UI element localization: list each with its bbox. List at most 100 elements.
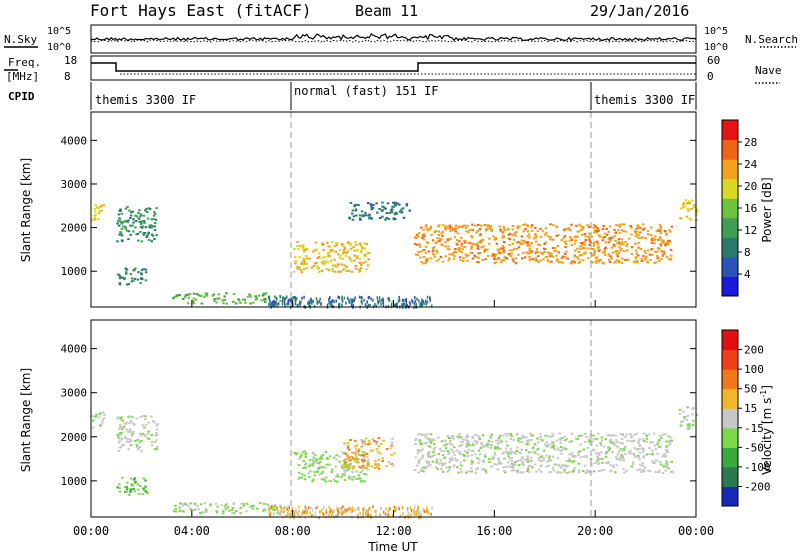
data-cell: [121, 428, 124, 431]
data-cell: [394, 201, 398, 204]
data-cell: [641, 223, 645, 226]
data-cell: [431, 239, 435, 242]
data-cell: [534, 252, 537, 255]
data-cell: [429, 446, 432, 449]
data-cell: [447, 259, 450, 262]
data-cell: [350, 303, 353, 307]
data-cell: [213, 299, 216, 302]
data-cell: [192, 508, 195, 511]
noise-sky-trace: [90, 32, 697, 42]
data-cell: [502, 434, 505, 437]
data-cell: [516, 446, 519, 449]
data-cell: [418, 443, 422, 446]
data-cell: [129, 487, 132, 490]
data-cell: [234, 302, 238, 305]
data-cell: [322, 260, 325, 263]
data-cell: [466, 443, 469, 446]
data-cell: [224, 508, 228, 510]
data-cell: [568, 239, 572, 242]
data-cell: [443, 444, 446, 447]
data-cell: [611, 434, 615, 437]
data-cell: [597, 249, 600, 252]
data-cell: [525, 439, 529, 442]
data-cell: [507, 228, 510, 231]
data-cell: [613, 443, 616, 446]
data-cell: [325, 267, 328, 270]
data-cell: [212, 293, 216, 296]
data-cell: [637, 236, 640, 239]
data-cell: [573, 255, 577, 258]
data-cell: [473, 439, 477, 442]
data-cell: [271, 506, 273, 509]
colorbar-tick-label: 20: [744, 180, 757, 193]
data-cell: [449, 440, 452, 442]
data-cell: [330, 471, 333, 474]
data-cell: [526, 470, 529, 473]
data-cell: [354, 445, 357, 448]
data-cell: [385, 507, 387, 511]
data-cell: [496, 468, 500, 471]
data-cell: [444, 255, 447, 258]
data-cell: [683, 415, 686, 418]
data-cell: [262, 509, 265, 512]
data-cell: [596, 240, 599, 243]
data-cell: [458, 445, 462, 448]
data-cell: [450, 435, 454, 438]
data-cell: [449, 237, 453, 240]
data-cell: [559, 466, 563, 469]
data-cell: [442, 470, 445, 473]
data-cell: [187, 293, 190, 296]
data-cell: [665, 445, 668, 448]
data-cell: [370, 465, 373, 468]
data-cell: [414, 443, 417, 445]
data-cell: [560, 239, 563, 241]
data-cell: [332, 510, 335, 514]
data-cell: [612, 464, 615, 467]
data-cell: [333, 300, 335, 304]
data-cell: [118, 233, 121, 236]
data-cell: [512, 260, 515, 263]
data-cell: [394, 211, 398, 214]
data-cell: [116, 486, 119, 489]
data-cell: [357, 448, 361, 451]
data-cell: [564, 464, 567, 467]
data-cell: [588, 232, 591, 235]
data-cell: [323, 505, 325, 509]
data-cell: [298, 458, 301, 460]
data-cell: [524, 223, 527, 226]
data-cell: [341, 299, 344, 303]
data-cell: [668, 443, 672, 446]
data-cell: [123, 437, 127, 439]
data-cell: [661, 253, 665, 256]
data-cell: [329, 480, 332, 482]
data-cell: [335, 265, 338, 268]
data-cell: [549, 459, 552, 462]
data-cell: [513, 451, 516, 454]
data-cell: [542, 457, 546, 460]
data-cell: [480, 442, 483, 444]
data-cell: [637, 447, 641, 450]
data-cell: [343, 459, 347, 461]
data-cell: [413, 302, 416, 306]
data-cell: [587, 237, 591, 240]
data-cell: [495, 242, 499, 245]
data-cell: [638, 451, 641, 454]
data-cell: [302, 509, 304, 513]
data-cell: [537, 441, 540, 444]
data-cell: [545, 256, 549, 259]
noise-search-label: N.Search: [745, 33, 798, 46]
data-cell: [608, 261, 612, 263]
data-cell: [292, 296, 294, 300]
data-cell: [654, 470, 658, 473]
data-cell: [359, 263, 363, 266]
data-cell: [431, 304, 433, 308]
data-cell: [539, 227, 542, 230]
data-cell: [243, 502, 246, 505]
data-cell: [651, 460, 654, 463]
data-cell: [531, 258, 534, 261]
data-cell: [322, 470, 325, 473]
data-cell: [615, 224, 618, 227]
data-cell: [131, 210, 135, 213]
data-cell: [436, 237, 439, 240]
data-cell: [124, 207, 128, 210]
